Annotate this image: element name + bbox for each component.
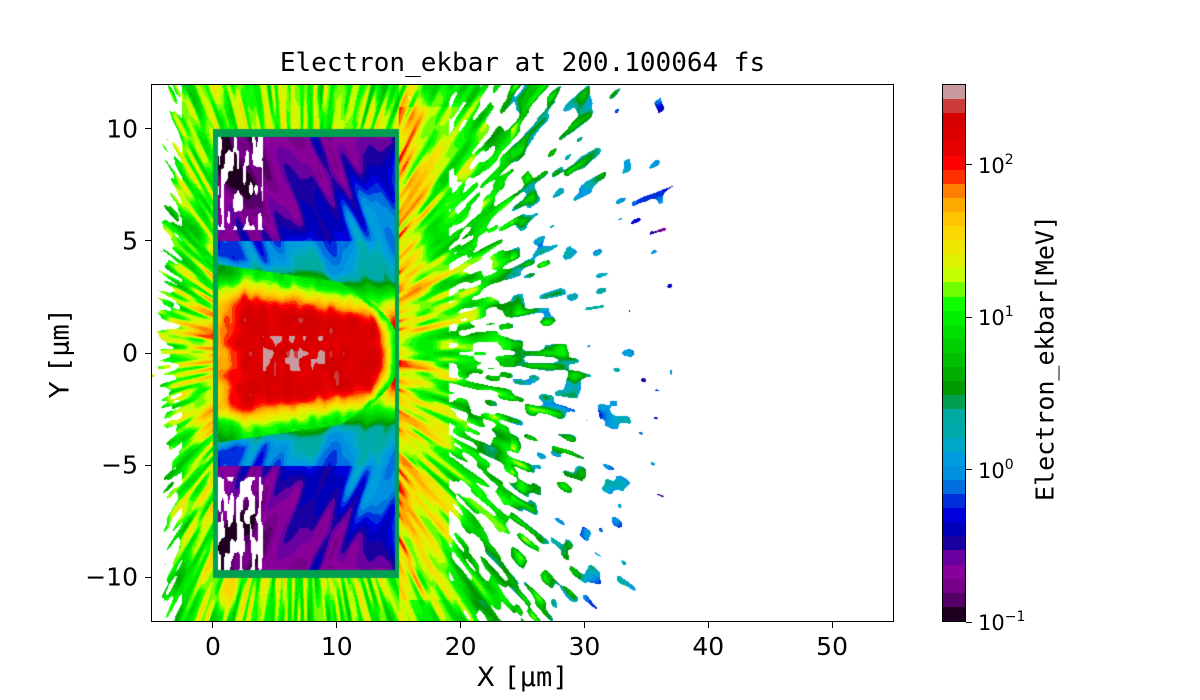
colorbar-band [943, 337, 965, 353]
tick-base: 10 [978, 153, 1005, 178]
colorbar-band [943, 464, 965, 480]
colorbar-band [943, 139, 965, 156]
colorbar-band [943, 309, 965, 325]
y-tick-label: 5 [122, 226, 138, 256]
y-axis-label: Y [μm] [45, 308, 76, 398]
x-tick-mark [707, 622, 709, 628]
colorbar-band [943, 280, 965, 297]
x-tick-mark [336, 622, 338, 628]
x-tick-label: 30 [568, 632, 601, 661]
colorbar-band [943, 85, 965, 100]
tick-exponent: 1 [1004, 304, 1014, 321]
colorbar-band [943, 407, 965, 424]
y-axis-unit: [μm] [44, 307, 76, 373]
x-tick-label: 50 [816, 632, 848, 661]
y-tick-mark [145, 240, 151, 242]
colorbar-band [943, 520, 965, 537]
x-tick-label: 20 [444, 632, 477, 661]
y-tick-label: −5 [101, 450, 138, 480]
colorbar-band [943, 153, 965, 170]
x-axis-label-text: X [476, 662, 495, 693]
x-tick-mark [583, 622, 585, 628]
y-tick-label: 10 [106, 114, 138, 144]
colorbar [942, 84, 966, 622]
y-tick-label: 0 [122, 338, 138, 368]
colorbar-band [943, 506, 965, 523]
colorbar-band [943, 450, 965, 466]
tick-base: 10 [978, 306, 1005, 331]
colorbar-band [943, 534, 965, 551]
colorbar-tick-label: 100 [978, 457, 1014, 483]
y-tick-mark [145, 128, 151, 130]
tick-exponent: 2 [1004, 151, 1014, 168]
tick-exponent: 0 [1004, 456, 1014, 473]
colorbar-label: Electron_ekbar[MeV] [1030, 215, 1060, 501]
x-tick-mark [460, 622, 462, 628]
colorbar-band [943, 393, 965, 410]
colorbar-band [943, 182, 965, 198]
y-tick-mark [145, 576, 151, 578]
colorbar-band [943, 548, 965, 565]
colorbar-band [943, 111, 965, 128]
colorbar-band [943, 478, 965, 495]
colorbar-band [943, 562, 965, 579]
colorbar-tick-label: 10−1 [978, 609, 1025, 635]
x-tick-mark [831, 622, 833, 628]
x-tick-label: 0 [204, 632, 221, 661]
colorbar-band [943, 605, 965, 621]
tick-exponent: −1 [1004, 609, 1026, 625]
colorbar-band [943, 294, 965, 311]
colorbar-band [943, 196, 965, 212]
y-tick-mark [145, 352, 151, 354]
x-tick-mark [212, 622, 214, 628]
tick-base: 10 [978, 611, 1005, 635]
colorbar-band [943, 125, 965, 142]
y-tick-label: −10 [85, 562, 138, 592]
x-tick-label: 40 [692, 632, 725, 661]
colorbar-tick-mark [966, 164, 972, 166]
plot-frame [151, 84, 894, 622]
colorbar-band [943, 97, 965, 114]
x-axis-label: X [μm] [151, 662, 894, 693]
colorbar-band [943, 224, 965, 241]
colorbar-band [943, 379, 965, 396]
colorbar-tick-mark [966, 469, 972, 471]
colorbar-band [943, 238, 965, 255]
y-tick-mark [145, 464, 151, 466]
colorbar-band [943, 436, 965, 452]
colorbar-tick-mark [966, 316, 972, 318]
colorbar-tick-label: 102 [978, 152, 1014, 178]
chart-title: Electron_ekbar at 200.100064 fs [279, 48, 766, 78]
x-axis-unit: [μm] [503, 662, 569, 693]
colorbar-band [943, 577, 965, 593]
colorbar-band [943, 210, 965, 227]
colorbar-band [943, 323, 965, 339]
x-tick-label: 10 [320, 632, 353, 661]
tick-base: 10 [978, 458, 1005, 483]
colorbar-band [943, 591, 965, 607]
colorbar-tick-label: 101 [978, 304, 1014, 330]
colorbar-band [943, 421, 965, 438]
colorbar-band [943, 365, 965, 382]
colorbar-band [943, 351, 965, 368]
colorbar-band [943, 266, 965, 283]
colorbar-band [943, 252, 965, 269]
y-axis-label-text: Y [44, 381, 76, 399]
colorbar-tick-mark [966, 621, 972, 623]
colorbar-band [943, 492, 965, 509]
heatmap-field [151, 84, 894, 622]
colorbar-band [943, 168, 965, 184]
